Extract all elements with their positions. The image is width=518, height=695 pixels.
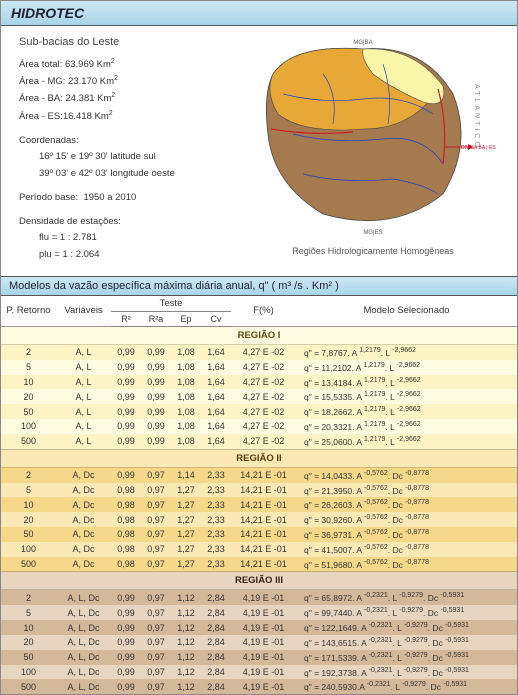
page: HIDROTEC Sub-bacias do Leste Área total:…	[0, 0, 518, 695]
flu: flu = 1 : 2.781	[19, 231, 239, 245]
dens-label: Densidade de estações:	[19, 215, 239, 229]
table-row: 10A, Dc0,980,971,272,3314,21 E -01q" = 2…	[1, 497, 517, 512]
table-row: 2A, L, Dc0,990,971,122,844,19 E -01q" = …	[1, 590, 517, 605]
area-total: Área total: 63.969 Km2	[19, 57, 239, 72]
th-modelo: Modelo Selecionado	[296, 296, 517, 327]
th-teste: Teste	[111, 296, 231, 312]
table-row: 10A, L0,990,991,081,644,27 E -02q" = 13,…	[1, 375, 517, 390]
table-row: 20A, L, Dc0,990,971,122,844,19 E -01q" =…	[1, 635, 517, 650]
table-row: 50A, L, Dc0,990,971,122,844,19 E -01q" =…	[1, 650, 517, 665]
table-row: 5A, Dc0,980,971,272,3314,21 E -01q" = 21…	[1, 483, 517, 498]
coord-label: Coordenadas:	[19, 134, 239, 148]
th-r2: R²	[111, 311, 141, 326]
table-row: 100A, Dc0,980,971,272,3314,21 E -01q" = …	[1, 542, 517, 557]
data-table: P. Retorno Variáveis Teste F(%) Modelo S…	[1, 296, 517, 694]
table-row: 500A, L, Dc0,990,971,122,844,19 E -01q" …	[1, 679, 517, 694]
map-panel: MG|BA MG|ES DIVISA BA | ES ATLANTICO Reg…	[239, 34, 507, 272]
app-title: HIDROTEC	[1, 1, 517, 26]
table-row: 20A, L0,990,991,081,644,27 E -02q" = 15,…	[1, 389, 517, 404]
table-row: 50A, L0,990,991,081,644,27 E -02q" = 18,…	[1, 404, 517, 419]
table-row: 20A, Dc0,980,971,272,3314,21 E -01q" = 3…	[1, 512, 517, 527]
region-header: REGIÃO I	[1, 326, 517, 344]
table-row: 10A, L, Dc0,990,971,122,844,19 E -01q" =…	[1, 620, 517, 635]
svg-text:MG|BA: MG|BA	[353, 40, 372, 46]
th-ep: Ep	[171, 311, 201, 326]
lon: 39º 03' e 42º 03' longitude oeste	[19, 167, 239, 181]
info-panel: Sub-bacias do Leste Área total: 63.969 K…	[19, 34, 239, 272]
area-es: Área - ES:16.418 Km2	[19, 109, 239, 124]
table-row: 5A, L, Dc0,990,971,122,844,19 E -01q" = …	[1, 605, 517, 620]
lat: 16º 15' e 19º 30' latitude sul	[19, 150, 239, 164]
region-header: REGIÃO II	[1, 449, 517, 467]
table-row: 50A, Dc0,980,971,272,3314,21 E -01q" = 3…	[1, 527, 517, 542]
table-row: 2A, Dc0,990,971,142,3314,21 E -01q" = 14…	[1, 467, 517, 482]
area-ba: Área - BA: 24.381 Km2	[19, 91, 239, 106]
table-row: 5A, L0,990,991,081,644,27 E -02q" = 11,2…	[1, 360, 517, 375]
section-title: Modelos da vazão específica máxima diári…	[1, 276, 517, 296]
period: Período base: 1950 a 2010	[19, 191, 239, 205]
area-mg: Área - MG: 23.170 Km2	[19, 74, 239, 89]
map-svg: MG|BA MG|ES DIVISA BA | ES ATLANTICO	[243, 34, 503, 244]
table-row: 100A, L0,990,991,081,644,27 E -02q" = 20…	[1, 419, 517, 434]
upper-panel: Sub-bacias do Leste Área total: 63.969 K…	[1, 26, 517, 276]
table-row: 500A, Dc0,980,971,272,3314,21 E -01q" = …	[1, 557, 517, 572]
subtitle: Sub-bacias do Leste	[19, 34, 239, 51]
th-f: F(%)	[231, 296, 296, 327]
period-block: Período base: 1950 a 2010	[19, 191, 239, 205]
table-head: P. Retorno Variáveis Teste F(%) Modelo S…	[1, 296, 517, 327]
table-row: 100A, L, Dc0,990,971,122,844,19 E -01q" …	[1, 665, 517, 680]
map-caption: Regiões Hidrologicamente Homogêneas	[239, 246, 507, 256]
area-block: Área total: 63.969 Km2 Área - MG: 23.170…	[19, 57, 239, 125]
table-row: 500A, L0,990,991,081,644,27 E -02q" = 25…	[1, 434, 517, 449]
plu: plu = 1 : 2.064	[19, 248, 239, 262]
th-cv: Cv	[201, 311, 231, 326]
region-header: REGIÃO III	[1, 572, 517, 590]
th-variaveis: Variáveis	[56, 296, 111, 327]
svg-text:ATLANTICO: ATLANTICO	[473, 84, 480, 150]
th-retorno: P. Retorno	[1, 296, 56, 327]
table-row: 2A, L0,990,991,081,644,27 E -02q" = 7,87…	[1, 344, 517, 359]
th-r2a: R²a	[141, 311, 171, 326]
coord-block: Coordenadas: 16º 15' e 19º 30' latitude …	[19, 134, 239, 181]
density-block: Densidade de estações: flu = 1 : 2.781 p…	[19, 215, 239, 262]
svg-text:MG|ES: MG|ES	[363, 230, 382, 236]
